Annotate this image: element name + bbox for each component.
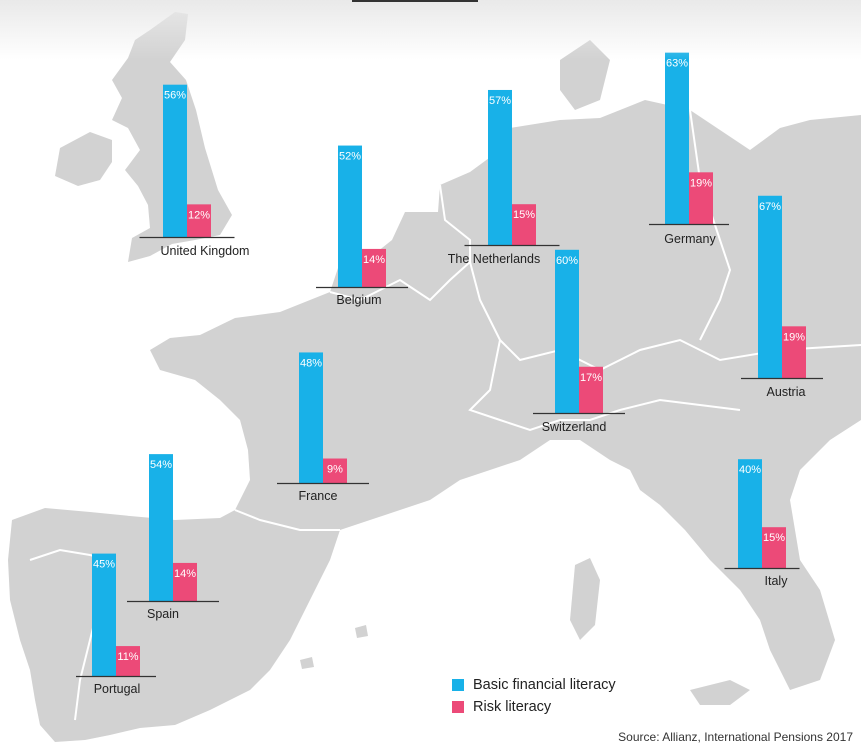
bar-basic-austria (758, 195, 782, 378)
bar-risk-italy (762, 527, 786, 568)
bar-value-risk-switzerland: 17% (580, 372, 602, 384)
bar-basic-france (299, 352, 323, 483)
bar-value-basic-belgium: 52% (339, 151, 361, 163)
map-islands (300, 625, 368, 669)
country-label-germany: Germany (664, 232, 716, 246)
bar-group-united-kingdom: 56% 12% United Kingdom (139, 84, 250, 258)
bar-risk-france (323, 458, 347, 483)
bar-value-basic-portugal: 45% (93, 559, 115, 571)
bar-value-risk-belgium: 14% (363, 254, 385, 266)
bar-value-basic-switzerland: 60% (556, 255, 578, 267)
bar-value-basic-spain: 54% (150, 459, 172, 471)
bar-basic-spain (149, 454, 173, 601)
country-label-portugal: Portugal (94, 682, 141, 696)
bar-value-basic-germany: 63% (666, 58, 688, 70)
bar-basic-the-netherlands (488, 89, 512, 246)
bar-value-risk-spain: 14% (174, 568, 196, 580)
bar-basic-germany (665, 52, 689, 224)
country-label-belgium: Belgium (336, 293, 381, 307)
country-label-austria: Austria (767, 385, 806, 399)
bar-group-the-netherlands: 57% 15% The Netherlands (448, 89, 560, 266)
bar-risk-the-netherlands (512, 204, 536, 245)
legend: Basic financial literacy Risk literacy (452, 674, 616, 718)
bar-risk-spain (173, 562, 197, 601)
bar-risk-austria (782, 326, 806, 378)
map-ireland (55, 132, 112, 186)
bar-group-portugal: 45% 11% Portugal (76, 553, 156, 696)
map-sicily (690, 680, 750, 705)
bar-group-france: 48% 9% France (277, 352, 369, 503)
bar-basic-switzerland (555, 249, 579, 413)
country-label-spain: Spain (147, 607, 179, 621)
bar-value-basic-france: 48% (300, 357, 322, 369)
bar-group-switzerland: 60% 17% Switzerland (533, 249, 625, 434)
bar-group-austria: 67% 19% Austria (741, 195, 823, 399)
bar-group-italy: 40% 15% Italy (724, 459, 800, 588)
map-sardinia (570, 558, 600, 640)
legend-item-risk: Risk literacy (452, 696, 616, 718)
bar-group-germany: 63% 19% Germany (649, 52, 729, 246)
bar-basic-portugal (92, 553, 116, 676)
legend-label-risk: Risk literacy (473, 699, 552, 715)
bar-value-risk-portugal: 11% (117, 651, 138, 663)
header-rule (352, 0, 478, 2)
bar-group-spain: 54% 14% Spain (127, 454, 219, 621)
bar-risk-germany (689, 172, 713, 224)
country-label-the-netherlands: The Netherlands (448, 252, 540, 266)
map-mainland (8, 100, 861, 742)
bar-risk-switzerland (579, 366, 603, 413)
bar-value-basic-austria: 67% (759, 201, 781, 213)
bar-value-risk-the-netherlands: 15% (513, 209, 535, 221)
bar-group-belgium: 52% 14% Belgium (316, 145, 408, 307)
country-label-italy: Italy (765, 574, 789, 588)
bar-basic-belgium (338, 145, 362, 287)
country-label-switzerland: Switzerland (542, 420, 607, 434)
bar-risk-portugal (116, 646, 140, 676)
bar-value-risk-united-kingdom: 12% (188, 209, 210, 221)
legend-swatch-risk (452, 701, 464, 713)
legend-item-basic: Basic financial literacy (452, 674, 616, 696)
source-note: Source: Allianz, International Pensions … (618, 730, 853, 744)
bar-risk-belgium (362, 248, 386, 287)
legend-label-basic: Basic financial literacy (473, 677, 616, 693)
bar-value-basic-united-kingdom: 56% (164, 90, 186, 102)
bar-basic-united-kingdom (163, 84, 187, 238)
header-fade (0, 0, 861, 60)
bar-value-basic-italy: 40% (739, 464, 761, 476)
bar-basic-italy (738, 459, 762, 568)
country-label-united-kingdom: United Kingdom (161, 244, 250, 258)
bar-value-risk-germany: 19% (690, 177, 712, 189)
bar-value-basic-the-netherlands: 57% (489, 95, 511, 107)
country-label-france: France (299, 489, 338, 503)
legend-swatch-basic (452, 679, 464, 691)
bar-value-risk-france: 9% (327, 464, 343, 476)
bar-risk-united-kingdom (187, 204, 211, 237)
bar-value-risk-italy: 15% (763, 532, 785, 544)
bar-value-risk-austria: 19% (783, 331, 805, 343)
